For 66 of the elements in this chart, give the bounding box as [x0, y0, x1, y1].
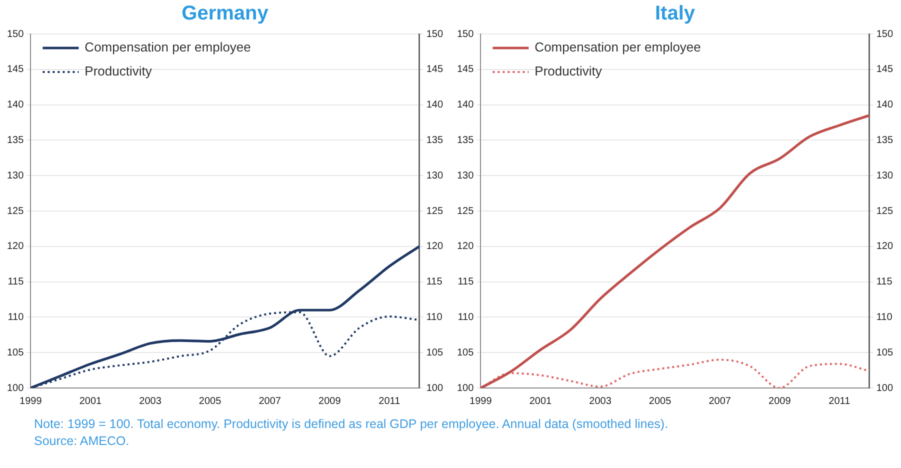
y2-tick-label: 140: [876, 100, 894, 111]
x-tick-label: 2005: [648, 396, 672, 407]
y-tick-label: 120: [456, 241, 474, 252]
x-tick-label: 2009: [768, 396, 792, 407]
y-tick-label: 100: [6, 382, 24, 394]
x-tick-label: 2001: [79, 396, 102, 407]
y-tick-label: 125: [456, 206, 474, 217]
y-tick-label: 145: [6, 64, 24, 76]
y2-tick-label: 150: [426, 28, 444, 40]
y-tick-label: 110: [458, 312, 474, 323]
y-tick-label: 130: [6, 170, 24, 182]
y-tick-label: 115: [8, 276, 24, 288]
y2-tick-label: 140: [426, 100, 444, 111]
x-tick-label: 2007: [258, 396, 282, 407]
y-tick-label: 100: [456, 382, 474, 394]
legend-label: Compensation per employee: [84, 40, 251, 55]
y-tick-label: 150: [6, 28, 24, 40]
y2-tick-label: 130: [426, 170, 444, 182]
y2-tick-label: 120: [426, 241, 444, 252]
y2-tick-label: 115: [876, 276, 893, 288]
source-note: Source: AMECO.: [34, 433, 130, 450]
x-tick-label: 1999: [470, 396, 492, 407]
y-tick-label: 105: [456, 347, 474, 358]
text: Note: 1999 = 100. Total economy. Productivity is defined as real GDP per employee. Annual data (smoothed lines).: [34, 416, 670, 433]
y2-tick-label: 125: [426, 206, 444, 217]
y2-tick-label: 120: [876, 241, 894, 252]
y-tick-label: 125: [6, 206, 24, 217]
x-tick-label: 2003: [139, 396, 162, 407]
x-tick-label: 2011: [828, 396, 851, 407]
y2-tick-label: 150: [876, 28, 894, 40]
x-tick-label: 2005: [198, 396, 222, 407]
y2-tick-label: 105: [876, 347, 894, 358]
legend-label: Productivity: [534, 64, 602, 79]
y2-tick-label: 145: [876, 64, 894, 76]
y-tick-label: 120: [6, 241, 24, 252]
y2-tick-label: 125: [876, 206, 894, 217]
y2-tick-label: 130: [876, 170, 894, 182]
y-tick-label: 110: [8, 312, 24, 323]
y-tick-label: 115: [458, 276, 474, 288]
y2-tick-label: 100: [876, 382, 894, 394]
y-tick-label: 140: [456, 100, 474, 111]
y-tick-label: 145: [456, 64, 474, 76]
x-tick-label: 2003: [589, 396, 612, 407]
y2-tick-label: 135: [426, 134, 444, 146]
y2-tick-label: 135: [876, 134, 894, 146]
legend-label: Productivity: [84, 64, 152, 79]
y2-tick-label: 110: [876, 312, 893, 323]
chart-title: Germany: [182, 2, 270, 25]
x-tick-label: 2007: [708, 396, 732, 407]
x-tick-label: 2001: [529, 396, 552, 407]
y-tick-label: 130: [456, 170, 474, 182]
y-tick-label: 150: [456, 28, 474, 40]
y2-tick-label: 100: [426, 382, 444, 394]
x-tick-label: 2011: [378, 396, 401, 407]
y-tick-label: 140: [6, 100, 24, 111]
y2-tick-label: 115: [426, 276, 443, 288]
legend-label: Compensation per employee: [534, 40, 701, 55]
y2-tick-label: 145: [426, 64, 444, 76]
y-tick-label: 135: [6, 134, 24, 146]
chart-title: Italy: [654, 2, 696, 25]
y-tick-label: 105: [6, 347, 24, 358]
x-tick-label: 1999: [20, 396, 42, 407]
y-tick-label: 135: [456, 134, 474, 146]
y2-tick-label: 110: [426, 312, 443, 323]
y2-tick-label: 105: [426, 347, 444, 358]
x-tick-label: 2009: [318, 396, 342, 407]
